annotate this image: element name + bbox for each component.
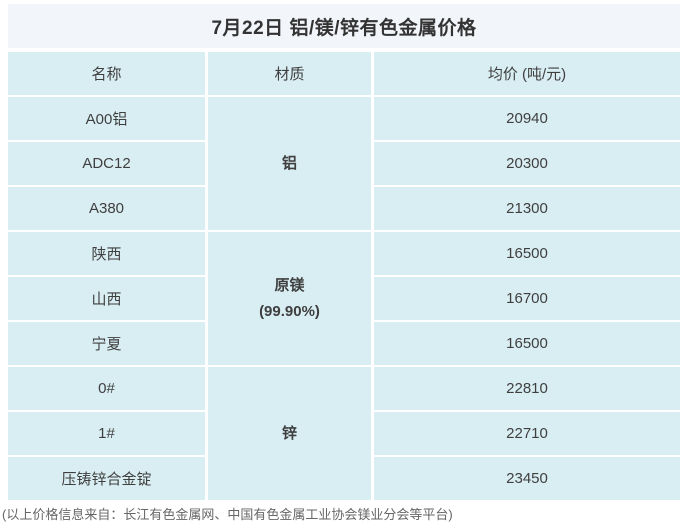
price-table-card: 7月22日 铝/镁/锌有色金属价格 名称 材质 均价 (吨/元) A00铝 铝 … [8, 4, 680, 500]
cell-price: 20300 [374, 142, 680, 185]
cell-name: 山西 [8, 277, 205, 320]
cell-material-zinc: 锌 [208, 367, 371, 500]
column-header-price: 均价 (吨/元) [374, 52, 680, 95]
cell-name: 压铸锌合金锭 [8, 457, 205, 500]
cell-name: A380 [8, 187, 205, 230]
cell-name: ADC12 [8, 142, 205, 185]
page-title: 7月22日 铝/镁/锌有色金属价格 [211, 17, 477, 39]
cell-price: 16500 [374, 232, 680, 275]
cell-name: 宁夏 [8, 322, 205, 365]
column-header-material: 材质 [208, 52, 371, 95]
cell-material-magnesium: 原镁 (99.90%) [208, 232, 371, 365]
cell-price: 23450 [374, 457, 680, 500]
material-label: 锌 [281, 424, 297, 442]
cell-price: 21300 [374, 187, 680, 230]
material-label: 原镁 [274, 276, 305, 294]
cell-price: 16500 [374, 322, 680, 365]
cell-name: 0# [8, 367, 205, 410]
cell-price: 22810 [374, 367, 680, 410]
price-table: 名称 材质 均价 (吨/元) A00铝 铝 20940 ADC12 20300 … [8, 52, 680, 500]
cell-price: 20940 [374, 97, 680, 140]
material-note: (99.90%) [259, 302, 320, 320]
cell-material-aluminum: 铝 [208, 97, 371, 230]
source-note: (以上价格信息来自：长江有色金属网、中国有色金属工业协会镁业分会等平台) [2, 507, 453, 522]
cell-price: 16700 [374, 277, 680, 320]
column-header-name: 名称 [8, 52, 205, 95]
cell-price: 22710 [374, 412, 680, 455]
material-label: 铝 [281, 154, 297, 172]
cell-name: 1# [8, 412, 205, 455]
title-band: 7月22日 铝/镁/锌有色金属价格 [8, 4, 680, 48]
cell-name: 陕西 [8, 232, 205, 275]
cell-name: A00铝 [8, 97, 205, 140]
